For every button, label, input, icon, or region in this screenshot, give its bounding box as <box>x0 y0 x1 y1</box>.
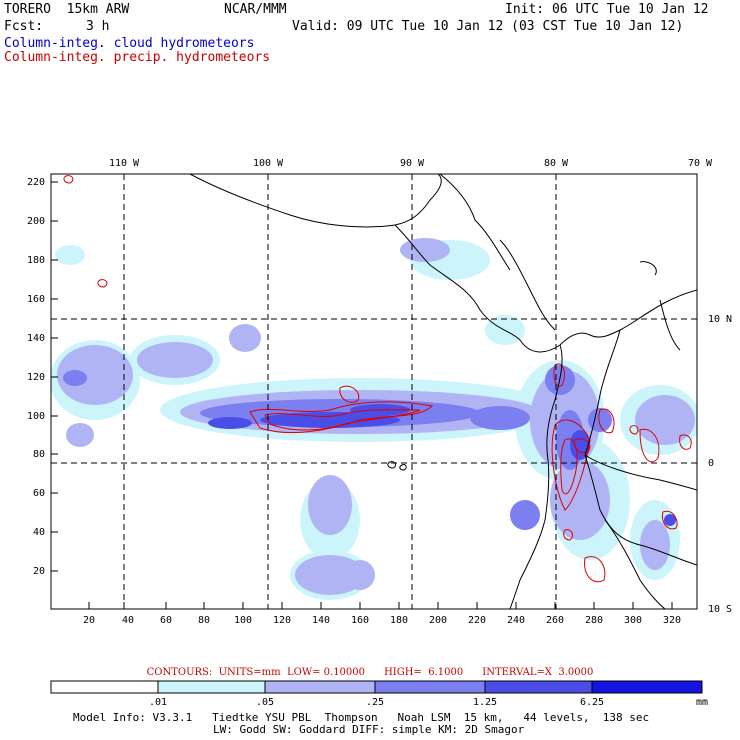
init-time: Init: 06 UTC Tue 10 Jan 12 <box>505 2 709 17</box>
model-info-line1: Model Info: V3.3.1 Tiedtke YSU PBL Thomp… <box>73 711 650 724</box>
y-tick-label: 80 <box>33 449 45 460</box>
lon-label-90w: 90 W <box>400 158 425 169</box>
lat-label-10n: 10 N <box>708 314 732 325</box>
x-tick-label: 40 <box>122 615 134 626</box>
y-tick-label: 100 <box>27 411 45 422</box>
colorbar-bin <box>484 680 593 694</box>
x-tick-label: 320 <box>663 615 681 626</box>
colorbar: .01 .05 .25 1.25 6.25 mm <box>50 680 708 708</box>
tick-marks <box>51 181 673 609</box>
lat-label-0: 0 <box>708 458 714 469</box>
y-tick-label: 160 <box>27 294 45 305</box>
graticule <box>51 174 697 609</box>
lon-label-70w: 70 W <box>688 158 713 169</box>
colorbar-bin <box>264 680 376 694</box>
field-cloud-label: Column-integ. cloud hydrometeors <box>4 36 255 51</box>
x-tick-label: 260 <box>546 615 564 626</box>
x-tick-label: 140 <box>312 615 330 626</box>
x-tick-label: 100 <box>234 615 252 626</box>
x-tick-label: 180 <box>390 615 408 626</box>
y-tick-label: 200 <box>27 216 45 227</box>
x-tick-label: 240 <box>507 615 525 626</box>
x-tick-label: 120 <box>273 615 291 626</box>
y-tick-label: 220 <box>27 177 45 188</box>
colorbar-label: 6.25 <box>580 697 604 708</box>
y-tick-label: 60 <box>33 488 45 499</box>
x-tick-label: 60 <box>160 615 172 626</box>
coastlines <box>189 174 697 609</box>
x-tick-label: 80 <box>198 615 210 626</box>
colorbar-label: 1.25 <box>473 697 497 708</box>
y-tick-label: 20 <box>33 566 45 577</box>
contour-info: CONTOURS: UNITS=mm LOW= 0.10000 HIGH= 6.… <box>146 667 594 678</box>
valid-time: Valid: 09 UTC Tue 10 Jan 12 (03 CST Tue … <box>292 19 684 34</box>
colorbar-bin <box>374 680 486 694</box>
field-precip-label: Column-integ. precip. hydrometeors <box>4 50 271 65</box>
y-tick-label: 120 <box>27 372 45 383</box>
lon-label-80w: 80 W <box>544 158 569 169</box>
x-tick-label: 20 <box>83 615 95 626</box>
colorbar-units: mm <box>696 697 708 708</box>
y-tick-label: 40 <box>33 527 45 538</box>
forecast-hour: 3 h <box>86 19 110 34</box>
map-frame <box>50 173 698 610</box>
org-label: NCAR/MMM <box>224 2 287 17</box>
x-tick-label: 280 <box>585 615 603 626</box>
precip-contours <box>63 175 692 583</box>
x-tick-label: 220 <box>468 615 486 626</box>
colorbar-label: .25 <box>366 697 384 708</box>
cloud-shading <box>51 174 697 609</box>
lon-label-110w: 110 W <box>109 158 140 169</box>
colorbar-bin <box>591 680 703 694</box>
colorbar-label: .05 <box>256 697 274 708</box>
y-tick-label: 180 <box>27 255 45 266</box>
forecast-label: Fcst: <box>4 19 44 34</box>
model-title: TORERO 15km ARW <box>4 2 130 17</box>
x-tick-label: 300 <box>624 615 642 626</box>
colorbar-label: .01 <box>149 697 167 708</box>
model-info-line2: LW: Godd SW: Goddard DIFF: simple KM: 2D… <box>213 723 525 736</box>
lat-label-10s: 10 S <box>708 604 732 615</box>
colorbar-bin <box>50 680 159 694</box>
colorbar-bin <box>157 680 266 694</box>
y-tick-label: 140 <box>27 333 45 344</box>
x-tick-label: 200 <box>429 615 447 626</box>
lon-label-100w: 100 W <box>253 158 284 169</box>
x-tick-label: 160 <box>351 615 369 626</box>
